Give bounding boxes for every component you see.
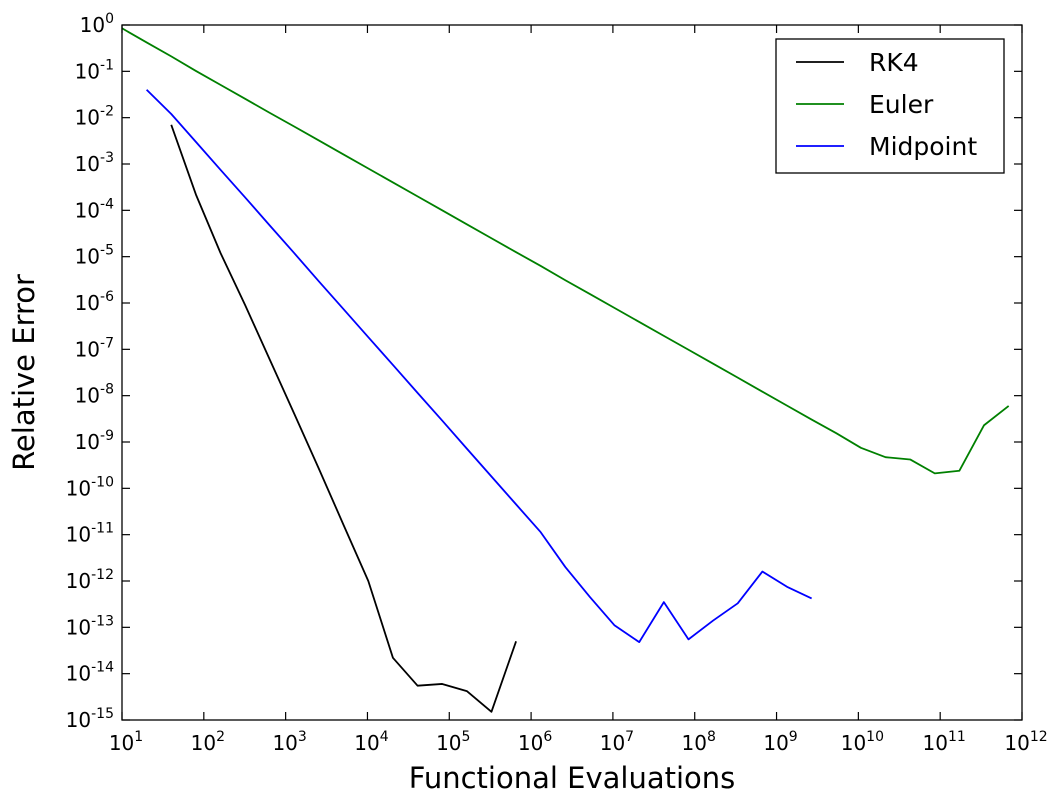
y-tick-label: 10-1 — [75, 57, 114, 83]
tick-label-base: 10 — [66, 569, 91, 593]
x-tick-label: 106 — [518, 729, 552, 755]
y-tick-label: 10-2 — [75, 104, 114, 130]
y-tick-label: 10-11 — [66, 521, 114, 547]
x-tick-label: 1011 — [923, 729, 966, 755]
tick-label-base: 10 — [75, 59, 100, 83]
tick-label-exponent: 3 — [298, 729, 307, 745]
x-tick-label: 108 — [682, 729, 716, 755]
tick-label-base: 10 — [75, 430, 100, 454]
tick-label-exponent: 4 — [380, 729, 389, 745]
series-layer — [121, 27, 1010, 713]
tick-label-exponent: 10 — [866, 729, 884, 745]
tick-label-base: 10 — [75, 198, 100, 222]
tick-label-exponent: -7 — [100, 335, 114, 351]
tick-label-base: 10 — [1004, 731, 1029, 755]
legend-label: RK4 — [869, 48, 919, 77]
tick-label-base: 10 — [66, 708, 91, 732]
y-tick-label: 10-4 — [75, 196, 115, 222]
y-tick-label: 10-10 — [66, 474, 114, 500]
tick-label-base: 10 — [66, 662, 91, 686]
y-tick-label: 10-5 — [75, 243, 114, 269]
x-tick-label: 105 — [436, 729, 470, 755]
x-tick-label: 103 — [272, 729, 306, 755]
tick-label-base: 10 — [841, 731, 866, 755]
y-tick-label: 10-6 — [75, 289, 115, 315]
x-tick-label: 1010 — [841, 729, 884, 755]
x-tick-label: 1012 — [1004, 729, 1047, 755]
legend-label: Euler — [869, 90, 934, 119]
tick-label-exponent: 12 — [1030, 729, 1048, 745]
tick-label-base: 10 — [75, 152, 100, 176]
tick-label-exponent: -6 — [100, 289, 114, 305]
legend: RK4 Euler Midpoint — [775, 38, 1005, 174]
tick-label-exponent: -14 — [91, 660, 114, 676]
x-tick-label: 102 — [191, 729, 225, 755]
tick-label-exponent: 7 — [625, 729, 634, 745]
tick-label-exponent: -11 — [91, 521, 114, 537]
y-tick-label: 100 — [80, 11, 114, 37]
tick-label-exponent: -10 — [91, 474, 114, 490]
x-tick-label: 104 — [354, 729, 388, 755]
x-tick-label: 107 — [600, 729, 634, 755]
tick-label-base: 10 — [272, 731, 297, 755]
tick-label-exponent: -5 — [100, 243, 114, 259]
tick-label-exponent: 9 — [789, 729, 798, 745]
tick-label-base: 10 — [66, 615, 91, 639]
tick-label-exponent: 11 — [948, 729, 966, 745]
tick-label-exponent: -3 — [100, 150, 114, 166]
tick-label-exponent: 5 — [462, 729, 471, 745]
tick-label-exponent: 2 — [216, 729, 225, 745]
y-tick-label: 10-12 — [66, 567, 114, 593]
series-line-rk4 — [170, 124, 517, 713]
x-tick-label: 101 — [109, 729, 143, 755]
tick-label-layer: 101 102 103 104 105 106 107 108 109 1010 1011 10121… — [66, 11, 1048, 755]
tick-label-exponent: 1 — [134, 729, 143, 745]
series-line-midpoint — [145, 89, 813, 643]
tick-label-base: 10 — [75, 291, 100, 315]
tick-label-exponent: 8 — [707, 729, 716, 745]
tick-label-base: 10 — [354, 731, 379, 755]
tick-label-base: 10 — [923, 731, 948, 755]
y-tick-label: 10-15 — [66, 706, 114, 732]
legend-label: Midpoint — [869, 132, 977, 161]
tick-label-exponent: -4 — [100, 196, 114, 212]
tick-label-base: 10 — [75, 106, 100, 130]
tick-label-base: 10 — [436, 731, 461, 755]
series-line-euler — [121, 27, 1010, 475]
tick-label-exponent: -2 — [100, 104, 114, 120]
tick-label-exponent: -8 — [100, 382, 114, 398]
y-tick-label: 10-14 — [66, 660, 114, 686]
tick-label-base: 10 — [75, 384, 100, 408]
tick-label-base: 10 — [80, 13, 105, 37]
tick-label-exponent: -15 — [91, 706, 114, 722]
tick-label-base: 10 — [109, 731, 134, 755]
y-axis-title: Relative Error — [7, 274, 41, 471]
tick-label-base: 10 — [682, 731, 707, 755]
tick-label-exponent: -1 — [100, 57, 114, 73]
tick-label-exponent: -12 — [91, 567, 114, 583]
y-tick-label: 10-13 — [66, 613, 114, 639]
tick-label-base: 10 — [600, 731, 625, 755]
tick-label-exponent: 6 — [543, 729, 552, 745]
tick-label-base: 10 — [75, 245, 100, 269]
tick-label-exponent: -9 — [100, 428, 114, 444]
x-axis-title: Functional Evaluations — [409, 761, 736, 793]
x-tick-label: 109 — [763, 729, 797, 755]
tick-layer — [121, 24, 1023, 721]
tick-label-base: 10 — [66, 476, 91, 500]
tick-label-base: 10 — [191, 731, 216, 755]
tick-label-exponent: 0 — [105, 11, 114, 27]
tick-label-base: 10 — [763, 731, 788, 755]
plot-frame — [121, 24, 1023, 721]
y-tick-label: 10-9 — [75, 428, 114, 454]
tick-label-base: 10 — [75, 337, 100, 361]
y-tick-label: 10-7 — [75, 335, 114, 361]
tick-label-base: 10 — [518, 731, 543, 755]
tick-label-exponent: -13 — [91, 613, 114, 629]
tick-label-base: 10 — [66, 523, 91, 547]
y-tick-label: 10-8 — [75, 382, 114, 408]
y-tick-label: 10-3 — [75, 150, 114, 176]
